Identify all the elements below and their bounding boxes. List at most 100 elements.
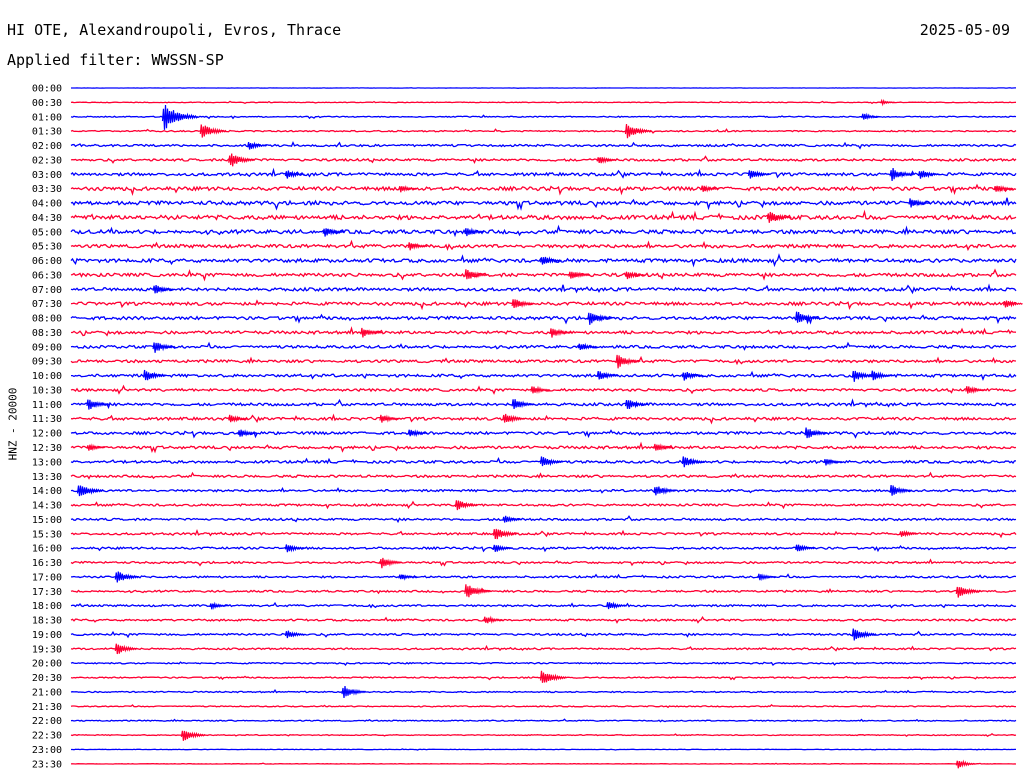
trace-2130	[70, 704, 1016, 709]
row-label-1900: 19:00	[32, 630, 62, 641]
trace-0930	[70, 355, 1017, 366]
row-label-0530: 05:30	[32, 242, 62, 253]
trace-0030	[70, 100, 1017, 105]
event-burst-46	[502, 413, 526, 423]
row-label-0200: 02:00	[32, 141, 62, 152]
event-burst-58	[454, 500, 478, 511]
row-label-0300: 03:00	[32, 170, 62, 181]
trace-2230	[70, 732, 1017, 738]
event-burst-45	[379, 414, 400, 423]
event-burst-29	[360, 327, 383, 338]
event-burst-22	[568, 271, 591, 279]
row-label-0730: 07:30	[32, 299, 62, 310]
trace-2330	[70, 762, 1017, 765]
event-burst-27	[587, 312, 613, 325]
row-label-1800: 18:00	[32, 601, 62, 612]
event-burst-80	[955, 759, 976, 769]
row-label-2200: 22:00	[32, 716, 62, 727]
event-burst-73	[483, 615, 504, 624]
event-burst-17	[322, 228, 345, 237]
event-burst-63	[492, 544, 513, 552]
trace-0400	[70, 197, 1017, 211]
event-burst-16	[766, 211, 792, 223]
event-burst-14	[993, 185, 1014, 193]
trace-0730	[70, 299, 1016, 311]
event-burst-32	[577, 342, 598, 351]
event-burst-20	[539, 256, 562, 265]
row-label-1530: 15:30	[32, 529, 62, 540]
row-labels: 00:00 00:30 01:00 01:30 02:00 02:30 03:00 03:30…	[32, 84, 62, 771]
row-label-2300: 23:00	[32, 745, 62, 756]
trace-0000	[71, 87, 1016, 89]
trace-0530	[70, 239, 1017, 252]
event-burst-70	[955, 586, 981, 598]
event-burst-4	[624, 123, 652, 139]
trace-1130	[70, 413, 1017, 425]
row-label-1030: 10:30	[32, 385, 62, 396]
event-burst-76	[114, 643, 138, 655]
event-burst-67	[398, 574, 418, 581]
trace-0230	[70, 155, 1017, 165]
row-label-0130: 01:30	[32, 127, 62, 138]
event-burst-2	[861, 112, 881, 121]
event-burst-1	[161, 104, 198, 130]
event-burst-71	[209, 601, 229, 610]
event-burst-15	[908, 198, 931, 208]
event-burst-42	[511, 399, 535, 410]
event-burst-40	[965, 386, 986, 394]
row-label-0430: 04:30	[32, 213, 62, 224]
event-burst-13	[700, 184, 720, 193]
event-burst-3	[199, 124, 227, 138]
trace-2300	[71, 748, 1016, 751]
event-burst-68	[757, 573, 777, 582]
row-label-1230: 12:30	[32, 443, 62, 454]
event-burst-72	[606, 601, 626, 610]
event-burst-38	[870, 370, 893, 381]
event-burst-24	[152, 285, 175, 294]
row-label-1330: 13:30	[32, 472, 62, 483]
trace-0100	[70, 114, 1017, 120]
trace-1600	[70, 545, 1017, 553]
event-burst-56	[653, 486, 677, 496]
event-burst-77	[539, 670, 567, 683]
event-burst-52	[539, 456, 563, 467]
event-burst-43	[624, 400, 648, 409]
filter-label: Applied filter: WWSSN-SP	[7, 51, 224, 69]
event-burst-53	[681, 456, 705, 468]
row-label-1930: 19:30	[32, 644, 62, 655]
event-burst-41	[86, 399, 110, 410]
trace-1430	[70, 500, 1017, 510]
row-label-0630: 06:30	[32, 270, 62, 281]
row-label-0400: 04:00	[32, 199, 62, 210]
event-burst-36	[681, 371, 704, 381]
event-burst-19	[407, 242, 428, 251]
trace-0500	[70, 224, 1016, 238]
row-label-2330: 23:30	[32, 759, 62, 770]
event-burst-75	[851, 628, 877, 641]
row-label-1130: 11:30	[32, 414, 62, 425]
event-burst-54	[823, 458, 843, 466]
trace-2100	[70, 689, 1017, 694]
event-burst-11	[917, 170, 940, 179]
event-burst-66	[114, 571, 140, 583]
event-bursts	[76, 98, 1023, 769]
row-label-2100: 21:00	[32, 687, 62, 698]
row-label-1000: 10:00	[32, 371, 62, 382]
event-burst-25	[511, 299, 535, 308]
row-label-0900: 09:00	[32, 342, 62, 353]
trace-1700	[70, 573, 1017, 579]
event-burst-8	[284, 170, 305, 179]
row-label-1700: 17:00	[32, 572, 62, 583]
row-label-2030: 20:30	[32, 673, 62, 684]
event-burst-78	[341, 686, 367, 699]
event-burst-31	[152, 342, 176, 353]
event-burst-26	[1002, 300, 1023, 308]
row-label-2000: 20:00	[32, 659, 62, 670]
event-burst-69	[464, 584, 492, 598]
event-burst-60	[492, 528, 518, 540]
trace-0330	[70, 183, 1017, 197]
row-label-1600: 16:00	[32, 544, 62, 555]
trace-1830	[70, 615, 1017, 624]
event-burst-65	[379, 557, 403, 569]
